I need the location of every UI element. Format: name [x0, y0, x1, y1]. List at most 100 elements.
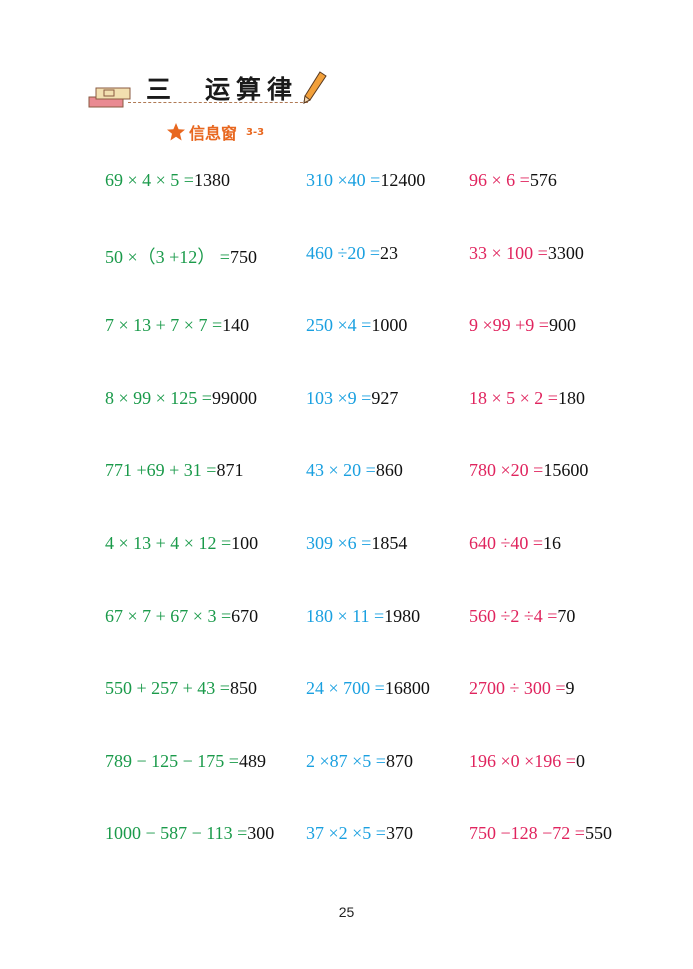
- equation-answer: 870: [385, 750, 413, 771]
- equation: 8 × 99 × 125 =99000: [105, 388, 257, 409]
- chapter-name: 运算律: [205, 75, 299, 104]
- equation: 2700 ÷ 300 =9: [469, 678, 575, 699]
- equation-answer: 70: [557, 605, 576, 626]
- chapter-title: 三运算律: [146, 70, 298, 106]
- header-divider: [128, 102, 308, 103]
- equation: 310 ×40 =12400: [306, 170, 425, 191]
- equation: 780 ×20 =15600: [469, 460, 588, 481]
- equation: 9 ×99 +9 =900: [469, 315, 576, 336]
- equation-answer: 99000: [211, 387, 257, 408]
- equation: 7 × 13 + 7 × 7 =140: [105, 315, 249, 336]
- equation-answer: 1854: [371, 533, 408, 553]
- equation: 550 + 257 + 43 =850: [105, 678, 257, 699]
- equation: 750 −128 −72 =550: [469, 823, 612, 844]
- equation-answer: 489: [238, 750, 266, 771]
- equation-expression: 196 ×0 ×196 =: [469, 750, 576, 771]
- equation: 37 ×2 ×5 =370: [306, 823, 413, 844]
- equation-answer: 15600: [543, 460, 589, 481]
- equation: 18 × 5 × 2 =180: [469, 388, 585, 409]
- equation: 50 ×（3 +12） =750: [105, 243, 257, 269]
- equation-answer: 300: [247, 823, 275, 844]
- equation-expression: 8 × 99 × 125 =: [105, 387, 212, 408]
- equation-expression: 771 +69 + 31 =: [105, 460, 217, 481]
- equation-answer: 23: [380, 242, 399, 263]
- equation-expression: 37 ×2 ×5 =: [306, 823, 386, 844]
- equation-expression: 69 × 4 × 5 =: [105, 170, 194, 190]
- equation-answer: 670: [231, 605, 259, 626]
- equation: 196 ×0 ×196 =0: [469, 751, 585, 772]
- equation-expression: 640 ÷40 =: [469, 533, 544, 553]
- equation: 96 × 6 =576: [469, 170, 557, 191]
- equation-expression: 750 −128 −72 =: [469, 823, 585, 844]
- equation-expression: 24 × 700 =: [306, 678, 385, 699]
- equation-expression: 1000 − 587 − 113 =: [105, 823, 248, 844]
- equation-answer: 9: [565, 678, 575, 699]
- equation-answer: 100: [231, 533, 259, 553]
- equation-expression: 550 + 257 + 43 =: [105, 678, 230, 699]
- equation-expression: 67 × 7 + 67 × 3 =: [105, 605, 232, 626]
- equation-expression: 180 × 11 =: [306, 605, 385, 626]
- equation: 69 × 4 × 5 =1380: [105, 170, 230, 191]
- equation-answer: 3300: [547, 242, 584, 263]
- star-icon: [167, 123, 185, 141]
- section-code: 3-3: [246, 126, 265, 138]
- equation: 33 × 100 =3300: [469, 243, 584, 264]
- page-number: 25: [338, 904, 355, 920]
- equation: 460 ÷20 =23: [306, 243, 398, 264]
- equation-expression: 7 × 13 + 7 × 7 =: [105, 315, 223, 336]
- equation-answer: 16800: [384, 678, 430, 699]
- equation-answer: 16: [543, 533, 562, 553]
- equation: 640 ÷40 =16: [469, 533, 561, 554]
- equation-expression: 560 ÷2 ÷4 =: [469, 605, 558, 626]
- equation: 789 − 125 − 175 =489: [105, 751, 266, 772]
- equation-answer: 1980: [384, 605, 421, 626]
- equation: 2 ×87 ×5 =870: [306, 751, 413, 772]
- equation-answer: 550: [584, 823, 612, 844]
- equation-expression: 789 − 125 − 175 =: [105, 750, 239, 771]
- equation: 67 × 7 + 67 × 3 =670: [105, 606, 258, 627]
- equation-expression: 2700 ÷ 300 =: [469, 678, 566, 699]
- equation-expression: 250 ×4 =: [306, 315, 372, 336]
- equation-expression: 310 ×40 =: [306, 170, 381, 190]
- equation: 4 × 13 + 4 × 12 =100: [105, 533, 258, 554]
- chapter-number: 三: [146, 75, 178, 104]
- equation-answer: 0: [575, 750, 585, 771]
- equation: 103 ×9 =927: [306, 388, 398, 409]
- equation-expression: 96 × 6 =: [469, 170, 530, 190]
- equation-answer: 927: [371, 387, 399, 408]
- equation-expression: 50 ×（3 +12） =: [105, 246, 230, 267]
- books-icon: [88, 87, 131, 108]
- equation-answer: 1380: [193, 170, 230, 190]
- equation-answer: 750: [229, 246, 257, 267]
- equation-expression: 2 ×87 ×5 =: [306, 750, 386, 771]
- equation-expression: 309 ×6 =: [306, 533, 372, 553]
- equation-answer: 12400: [380, 170, 426, 190]
- equation-expression: 33 × 100 =: [469, 242, 548, 263]
- equation-answer: 1000: [371, 315, 408, 336]
- equation: 560 ÷2 ÷4 =70: [469, 606, 575, 627]
- equation-answer: 900: [548, 315, 576, 336]
- section-heading: 信息窗 3-3: [166, 120, 264, 144]
- equation-answer: 860: [375, 460, 403, 481]
- section-title: 信息窗: [189, 124, 238, 143]
- pencil-icon: [303, 71, 327, 104]
- equation-answer: 180: [557, 387, 585, 408]
- equation: 771 +69 + 31 =871: [105, 460, 243, 481]
- equation-answer: 850: [229, 678, 257, 699]
- equation-answer: 871: [216, 460, 244, 481]
- equation: 43 × 20 =860: [306, 460, 403, 481]
- equation: 1000 − 587 − 113 =300: [105, 823, 274, 844]
- equation-expression: 460 ÷20 =: [306, 242, 381, 263]
- equation-answer: 576: [529, 170, 557, 190]
- equation-expression: 103 ×9 =: [306, 387, 372, 408]
- equation-expression: 18 × 5 × 2 =: [469, 387, 558, 408]
- equation-answer: 140: [222, 315, 250, 336]
- equation: 309 ×6 =1854: [306, 533, 407, 554]
- equation: 180 × 11 =1980: [306, 606, 420, 627]
- equation: 24 × 700 =16800: [306, 678, 430, 699]
- equation-expression: 9 ×99 +9 =: [469, 315, 549, 336]
- equation: 250 ×4 =1000: [306, 315, 407, 336]
- equation-expression: 4 × 13 + 4 × 12 =: [105, 533, 232, 553]
- equation-expression: 43 × 20 =: [306, 460, 376, 481]
